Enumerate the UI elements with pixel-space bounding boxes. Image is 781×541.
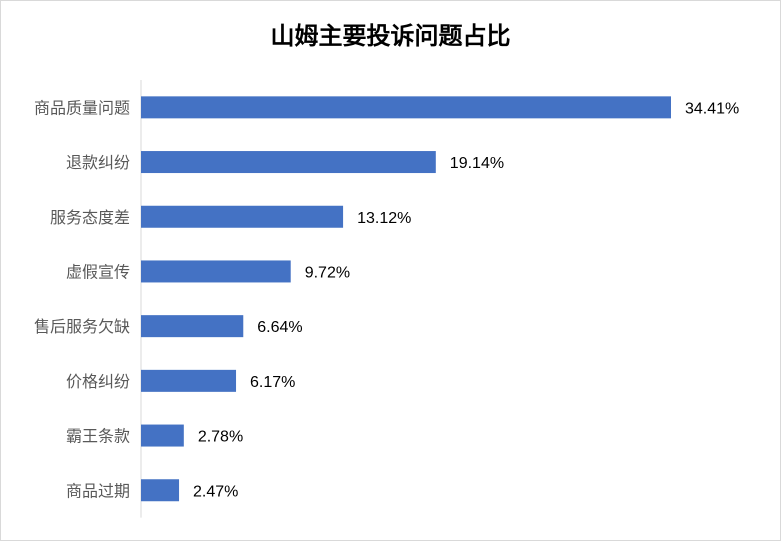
category-label: 霸王条款 xyxy=(66,427,130,446)
data-labels-group: 34.41% 19.14% 13.12% 9.72% 6.64% 6.17% 2.78% 2.… xyxy=(193,100,739,500)
bar-5 xyxy=(141,315,244,338)
data-label: 2.78% xyxy=(198,429,243,446)
category-label: 价格纠纷 xyxy=(66,372,130,391)
data-label: 2.47% xyxy=(193,483,238,500)
category-label: 服务态度差 xyxy=(50,208,130,227)
bar-1 xyxy=(141,96,671,119)
bar-2 xyxy=(141,151,436,174)
chart-title: 山姆主要投诉问题占比 xyxy=(270,21,511,50)
category-label: 退款纠纷 xyxy=(66,153,130,172)
category-label: 商品质量问题 xyxy=(34,98,130,117)
bar-3 xyxy=(141,205,344,228)
data-label: 6.17% xyxy=(250,374,295,391)
data-label: 19.14% xyxy=(450,155,504,172)
data-label: 13.12% xyxy=(357,210,411,227)
bar-8 xyxy=(141,479,180,502)
bar-6 xyxy=(141,369,237,392)
category-label: 商品过期 xyxy=(66,481,130,500)
category-label: 虚假宣传 xyxy=(66,262,130,281)
bar-7 xyxy=(141,424,184,447)
bars-group xyxy=(141,96,671,502)
category-label: 售后服务欠缺 xyxy=(34,317,130,336)
data-label: 9.72% xyxy=(305,264,350,281)
bar-4 xyxy=(141,260,291,283)
data-label: 34.41% xyxy=(685,100,739,117)
data-label: 6.64% xyxy=(257,319,302,336)
